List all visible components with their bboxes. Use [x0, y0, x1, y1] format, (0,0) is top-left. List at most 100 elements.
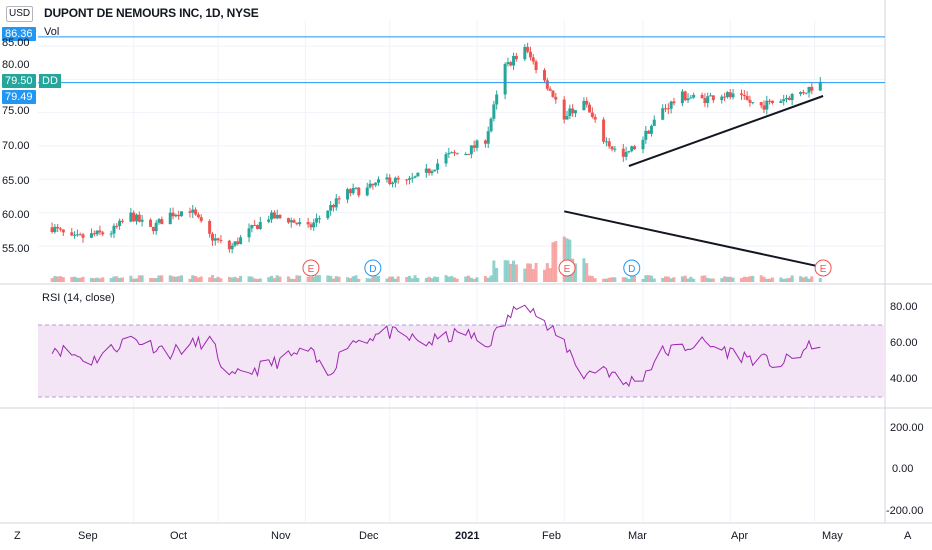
volume-bar [196, 277, 200, 282]
volume-bar [255, 278, 259, 282]
candle-body [759, 102, 763, 106]
candle-body [644, 130, 648, 140]
trend-line [563, 210, 824, 269]
currency-label[interactable]: USD [6, 6, 34, 22]
candle-body [588, 104, 592, 113]
candle-body [562, 99, 566, 120]
candle-body [275, 214, 279, 219]
candle-body [782, 99, 786, 102]
candle-body [621, 148, 625, 157]
series-tag: DD [39, 74, 61, 88]
volume-bar [331, 278, 335, 282]
candle-body [486, 131, 490, 144]
volume-bar [112, 276, 116, 282]
candle-body [509, 62, 513, 66]
osc-tick: 200.00 [890, 422, 924, 434]
volume-bar [782, 278, 786, 282]
volume-bar [278, 276, 282, 282]
time-tick: Oct [170, 530, 188, 542]
candle-body [571, 108, 575, 114]
candle-body [666, 108, 670, 110]
price-tick: 75.00 [2, 105, 30, 117]
volume-bar [759, 275, 763, 282]
candle-body [351, 187, 355, 194]
candle-body [365, 187, 369, 196]
volume-bar [317, 275, 321, 282]
candle-body [787, 97, 791, 101]
auto-scale-button[interactable]: A [904, 530, 912, 542]
volume-bar [692, 278, 696, 282]
candle-body [317, 218, 321, 220]
volume-bar [534, 262, 538, 282]
price-tick: 85.00 [2, 37, 30, 49]
candlestick-series [50, 42, 822, 254]
volume-bar [630, 276, 634, 282]
volume-bar [613, 277, 617, 282]
candle-body [706, 96, 710, 104]
candle-body [348, 189, 352, 194]
candle-body [405, 179, 409, 181]
candle-body [118, 220, 122, 226]
volume-bar [292, 278, 296, 282]
candle-body [393, 177, 397, 183]
candle-body [607, 141, 611, 147]
candle-body [790, 93, 794, 101]
trend-line [628, 95, 824, 167]
volume-bar [407, 275, 411, 282]
volume-bar [236, 278, 240, 282]
trend-lines[interactable] [563, 95, 824, 269]
volume-bar [157, 275, 161, 282]
volume-bar [239, 275, 243, 282]
candle-body [585, 100, 589, 105]
volume-bar [664, 276, 668, 282]
candle-body [613, 148, 617, 150]
candle-body [799, 92, 803, 94]
volume-bar [295, 275, 299, 282]
volume-bar [78, 277, 82, 282]
candle-body [267, 219, 271, 222]
volume-bar [346, 277, 350, 282]
volume-bar [672, 277, 676, 282]
volume-bar [98, 278, 102, 282]
volume-bar [213, 278, 217, 282]
volume-bar [61, 277, 65, 282]
price-tick: 65.00 [2, 175, 30, 187]
volume-bar [588, 275, 592, 282]
volume-bar [469, 277, 473, 282]
candle-body [233, 241, 237, 246]
volume-bar [75, 277, 79, 282]
volume-bar [731, 277, 735, 282]
volume-bar [593, 278, 597, 282]
candle-body [219, 240, 223, 242]
candle-body [385, 177, 389, 180]
volume-bar [270, 275, 274, 282]
volume-bar [154, 278, 158, 282]
candle-body [624, 152, 628, 157]
candle-body [407, 178, 411, 180]
volume-bar [337, 276, 341, 282]
candle-body [98, 230, 102, 233]
volume-bar [711, 278, 715, 282]
volume-bar [607, 277, 611, 282]
volume-bar [230, 277, 234, 282]
candle-body [503, 64, 507, 95]
zoom-corner-button[interactable]: Z [14, 530, 21, 542]
candle-body [157, 219, 161, 223]
candle-body [495, 94, 499, 105]
volume-bar [371, 276, 375, 282]
event-marker-circle [364, 259, 382, 277]
rsi-tick: 40.00 [890, 373, 918, 385]
volume-bar [633, 275, 637, 282]
volume-bar [391, 276, 395, 282]
volume-bar [689, 276, 693, 282]
volume-bar [652, 278, 656, 282]
volume-bar [53, 275, 57, 282]
volume-bar [267, 277, 271, 282]
candle-body [739, 93, 743, 95]
candle-body [683, 91, 687, 101]
volume-bar [374, 276, 378, 282]
event-marker-label: E [308, 264, 315, 275]
volume-bar [512, 260, 516, 282]
